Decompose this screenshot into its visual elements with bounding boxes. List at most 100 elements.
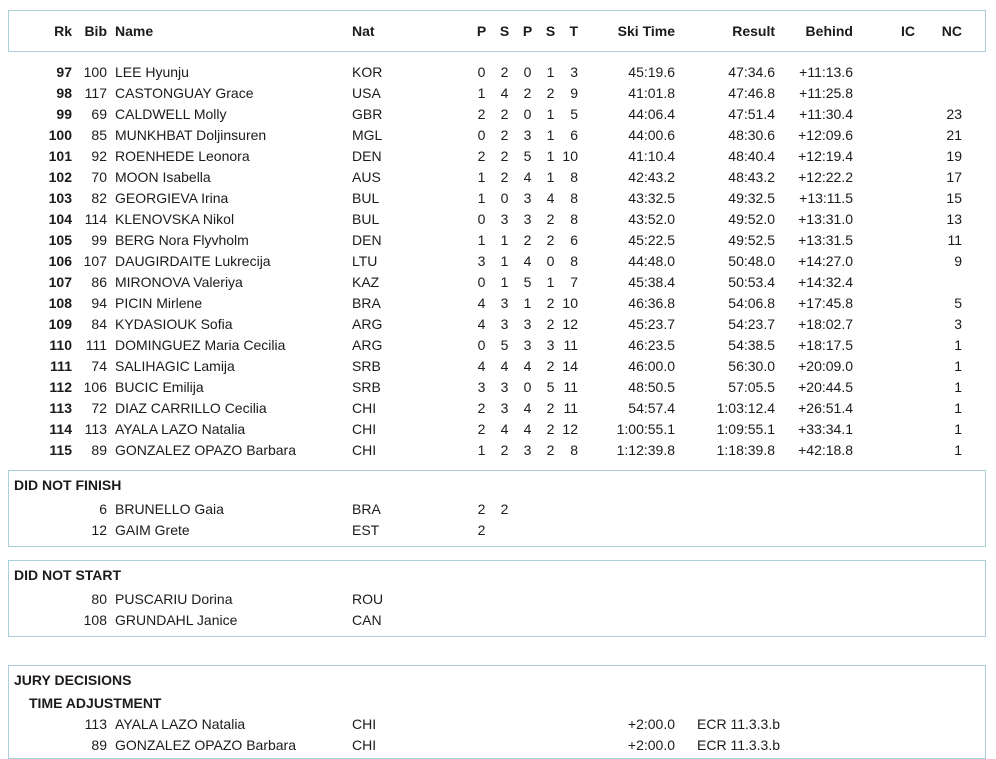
standing-2-cell: 1: [546, 148, 555, 164]
standing-1-cell: 3: [500, 316, 509, 332]
prone-2-cell: 3: [523, 337, 532, 353]
rank-cell: 106: [48, 253, 72, 269]
rank-cell: 104: [48, 211, 72, 227]
results-rows: 97 100 LEE Hyunju KOR 0 2 0 1 3 45:19.6 …: [9, 62, 986, 461]
nc-cell: 11: [947, 232, 962, 248]
result-cell: 1:18:39.8: [716, 442, 775, 458]
header-behind: Behind: [805, 23, 853, 39]
nc-cell: 3: [954, 316, 962, 332]
bib-cell: 117: [84, 85, 107, 101]
nation-cell: MGL: [352, 127, 383, 143]
prone-1-cell: 0: [477, 274, 486, 290]
ski-time-cell: 41:10.4: [628, 148, 675, 164]
standing-1-cell: 5: [500, 337, 509, 353]
behind-cell: +13:31.5: [798, 232, 853, 248]
athlete-name-cell: CASTONGUAY Grace: [115, 85, 254, 101]
standing-1-cell: 1: [500, 253, 509, 269]
standing-1-cell: 4: [500, 358, 509, 374]
header-ic: IC: [901, 23, 915, 39]
prone-1-cell: 0: [477, 64, 486, 80]
prone-2-cell: 4: [523, 358, 532, 374]
prone-2-cell: 5: [523, 148, 532, 164]
nc-cell: 1: [954, 337, 962, 353]
result-cell: 48:40.4: [728, 148, 775, 164]
jury-decisions-rows: 113 AYALA LAZO Natalia CHI +2:00.0 ECR 1…: [9, 714, 985, 756]
bib-cell: 82: [91, 190, 107, 206]
bib-cell: 94: [91, 295, 107, 311]
rank-cell: 99: [56, 106, 72, 122]
bib-cell: 106: [83, 379, 107, 395]
ski-time-cell: 1:00:55.1: [616, 421, 675, 437]
standing-2-cell: 2: [546, 295, 555, 311]
ski-time-cell: 1:12:39.8: [616, 442, 675, 458]
standing-1-cell: 2: [500, 106, 509, 122]
total-penalties-cell: 6: [570, 127, 578, 143]
header-standing-1: S: [499, 23, 510, 39]
nation-cell: CHI: [352, 442, 377, 458]
behind-cell: +33:34.1: [798, 421, 853, 437]
behind-cell: +11:25.8: [799, 85, 853, 101]
standing-2-cell: 2: [546, 421, 555, 437]
table-row: 98 117 CASTONGUAY Grace USA 1 4 2 2 9 41…: [9, 83, 986, 104]
table-row: 113 72 DIAZ CARRILLO Cecilia CHI 2 3 4 2…: [9, 398, 986, 419]
standing-1-cell: 2: [500, 148, 509, 164]
bib-cell: 107: [83, 253, 107, 269]
athlete-name-cell: BRUNELLO Gaia: [115, 501, 224, 517]
athlete-name-cell: PICIN Mirlene: [115, 295, 203, 311]
standing-2-cell: 1: [546, 127, 555, 143]
total-penalties-cell: 12: [562, 316, 578, 332]
behind-cell: +11:30.4: [799, 106, 853, 122]
rule-reference-cell: ECR 11.3.3.b: [697, 737, 781, 753]
behind-cell: +13:31.0: [798, 211, 853, 227]
result-cell: 49:52.5: [728, 232, 775, 248]
behind-cell: +14:27.0: [798, 253, 853, 269]
time-adjustment-cell: +2:00.0: [627, 716, 675, 732]
behind-cell: +11:13.6: [799, 64, 853, 80]
total-penalties-cell: 8: [570, 211, 578, 227]
prone-1-cell: 0: [477, 127, 486, 143]
standing-2-cell: 5: [546, 379, 555, 395]
result-cell: 54:23.7: [728, 316, 775, 332]
prone-1-cell: 1: [477, 232, 486, 248]
rank-cell: 107: [48, 274, 72, 290]
nc-cell: 1: [954, 421, 962, 437]
nation-cell: BUL: [352, 190, 380, 206]
result-cell: 54:38.5: [728, 337, 775, 353]
nation-cell: KAZ: [352, 274, 380, 290]
athlete-name-cell: KYDASIOUK Sofia: [115, 316, 233, 332]
nc-cell: 13: [946, 211, 962, 227]
standing-1-cell: 3: [500, 379, 509, 395]
table-row: 111 74 SALIHAGIC Lamija SRB 4 4 4 2 14 4…: [9, 356, 986, 377]
athlete-name-cell: GEORGIEVA Irina: [115, 190, 229, 206]
table-row: 115 89 GONZALEZ OPAZO Barbara CHI 1 2 3 …: [9, 440, 986, 461]
standing-1-cell: 2: [500, 64, 509, 80]
standing-2-cell: 2: [546, 442, 555, 458]
bib-cell: 80: [91, 591, 107, 607]
jury-decision-row: 113 AYALA LAZO Natalia CHI +2:00.0 ECR 1…: [9, 714, 985, 735]
rank-cell: 112: [49, 379, 72, 395]
bib-cell: 113: [84, 421, 107, 437]
table-row: 103 82 GEORGIEVA Irina BUL 1 0 3 4 8 43:…: [9, 188, 986, 209]
nc-cell: 23: [946, 106, 962, 122]
nation-cell: BRA: [352, 295, 381, 311]
header-standing-2: S: [545, 23, 556, 39]
time-adjustment-title: TIME ADJUSTMENT: [29, 695, 162, 711]
total-penalties-cell: 9: [570, 85, 578, 101]
athlete-name-cell: LEE Hyunju: [115, 64, 189, 80]
behind-cell: +20:44.5: [798, 379, 853, 395]
nation-cell: CAN: [352, 612, 382, 628]
rank-cell: 102: [48, 169, 72, 185]
nc-cell: 9: [954, 253, 962, 269]
did-not-finish-title: DID NOT FINISH: [14, 477, 122, 493]
behind-cell: +13:11.5: [799, 190, 853, 206]
ski-time-cell: 45:22.5: [628, 232, 675, 248]
standing-2-cell: 4: [546, 190, 555, 206]
prone-2-cell: 4: [523, 253, 532, 269]
header-total-penalties: T: [569, 23, 578, 39]
result-cell: 47:34.6: [728, 64, 775, 80]
behind-cell: +17:45.8: [798, 295, 853, 311]
table-row: 107 86 MIRONOVA Valeriya KAZ 0 1 5 1 7 4…: [9, 272, 986, 293]
ski-time-cell: 48:50.5: [628, 379, 675, 395]
did-not-start-title: DID NOT START: [14, 567, 122, 583]
nation-cell: ARG: [352, 316, 383, 332]
